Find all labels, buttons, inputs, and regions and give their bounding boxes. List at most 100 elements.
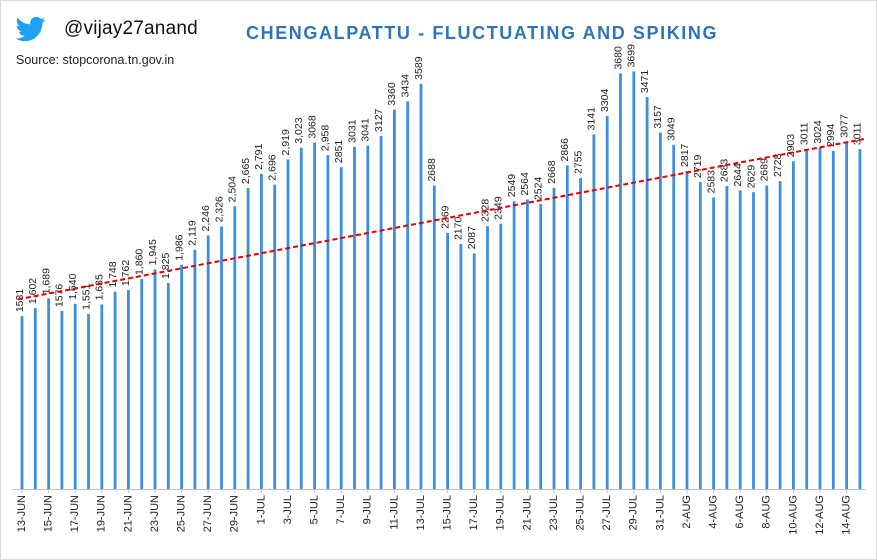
x-tick-label: 8-AUG	[761, 495, 773, 529]
bar	[193, 249, 197, 489]
bar	[127, 290, 130, 489]
bar	[632, 71, 636, 489]
bar	[60, 311, 64, 489]
data-label: 1,689	[40, 268, 52, 294]
data-label: 2,919	[280, 129, 292, 155]
bar	[818, 147, 822, 489]
bar	[645, 97, 649, 490]
bar	[672, 144, 676, 490]
data-label: 2,119	[187, 220, 199, 246]
bar	[220, 226, 223, 489]
data-label: 3304	[599, 88, 611, 112]
bar	[140, 279, 144, 489]
bar	[379, 135, 383, 490]
bar	[778, 181, 782, 489]
x-tick-label: 5-JUL	[309, 495, 321, 524]
data-label: 3077	[838, 114, 850, 138]
bar	[393, 109, 396, 490]
data-label: 1,748	[107, 261, 119, 287]
twitter-handle: @vijay27anand	[64, 18, 198, 39]
data-label: 2688	[426, 158, 438, 182]
data-label: 2629	[745, 165, 757, 189]
data-label: 2866	[559, 138, 571, 162]
x-tick-label: 4-AUG	[708, 495, 720, 529]
x-tick-label: 15-JUN	[43, 495, 55, 532]
data-label: 3024	[812, 120, 824, 144]
data-label: 2851	[333, 140, 345, 164]
bar	[153, 269, 157, 489]
bar	[273, 184, 277, 489]
bar	[792, 161, 795, 489]
x-tick-label: 27-JUN	[202, 495, 214, 532]
bar	[299, 147, 303, 489]
data-label: 2689	[759, 158, 771, 182]
data-label: 2719	[692, 155, 704, 179]
twitter-bird-icon	[15, 16, 46, 42]
bar	[73, 303, 77, 489]
x-tick-label: 14-AUG	[841, 495, 853, 535]
bar	[246, 188, 250, 489]
x-tick-label: 21-JUL	[521, 495, 533, 530]
data-label: 3471	[639, 70, 651, 94]
data-label: 1,551	[80, 283, 92, 309]
x-tick-label: 19-JUN	[96, 495, 108, 532]
bar	[166, 282, 170, 489]
data-label: 2994	[825, 123, 837, 147]
data-label: 1531	[14, 289, 26, 313]
x-tick-label: 27-JUL	[601, 495, 613, 530]
bar	[526, 199, 529, 489]
data-label: 2,326	[213, 196, 225, 222]
x-tick-label: 25-JUL	[575, 495, 587, 530]
x-tick-label: 31-JUL	[654, 495, 666, 530]
data-label: 3589	[413, 56, 425, 80]
x-tick-label: 1-JUL	[255, 495, 267, 524]
data-label: 2549	[506, 174, 518, 198]
x-tick-label: 12-AUG	[814, 495, 826, 535]
data-label: 3068	[306, 115, 318, 139]
data-label: 1,860	[133, 249, 145, 275]
bar	[685, 170, 689, 489]
bar	[113, 291, 117, 489]
data-label: 3,023	[293, 117, 305, 143]
bar	[831, 150, 835, 489]
data-label: 1,602	[27, 278, 39, 304]
bar	[552, 187, 556, 489]
bar	[233, 206, 237, 489]
bar	[366, 145, 370, 489]
bar	[565, 165, 569, 490]
x-tick-label: 23-JUN	[149, 495, 161, 532]
data-label: 1,635	[94, 274, 106, 300]
data-label: 3041	[360, 118, 372, 142]
data-label: 3157	[652, 105, 664, 129]
bar	[845, 141, 848, 489]
bar	[472, 253, 476, 489]
bar	[592, 134, 596, 489]
x-tick-label: 7-JUL	[335, 495, 347, 524]
data-label: 3360	[386, 82, 398, 106]
bar	[446, 232, 449, 489]
x-tick-label: 15-JUL	[442, 495, 454, 530]
bar	[432, 185, 436, 489]
bar	[180, 264, 183, 489]
data-label: 3680	[612, 46, 624, 70]
x-tick-label: 19-JUL	[495, 495, 507, 530]
chart-title: CHENGALPATTU - FLUCTUATING AND SPIKING	[246, 23, 719, 43]
data-label: 3699	[626, 44, 638, 68]
x-tick-label: 11-JUL	[388, 495, 400, 530]
bar	[605, 115, 609, 489]
bar	[725, 186, 729, 489]
x-tick-label: 23-JUL	[548, 495, 560, 530]
bar	[738, 190, 742, 489]
data-label: 2728	[772, 154, 784, 178]
data-label: 3011	[798, 122, 810, 145]
data-label: 2668	[546, 160, 558, 184]
x-tick-label: 10-AUG	[787, 495, 799, 535]
x-tick-label: 2-AUG	[681, 495, 693, 529]
bar	[206, 235, 210, 489]
bar	[858, 149, 862, 489]
data-label: 2,665	[240, 158, 252, 184]
bar	[326, 155, 330, 489]
data-label: 2,696	[266, 154, 278, 180]
bar	[87, 313, 90, 489]
x-tick-label: 3-JUL	[282, 495, 294, 524]
